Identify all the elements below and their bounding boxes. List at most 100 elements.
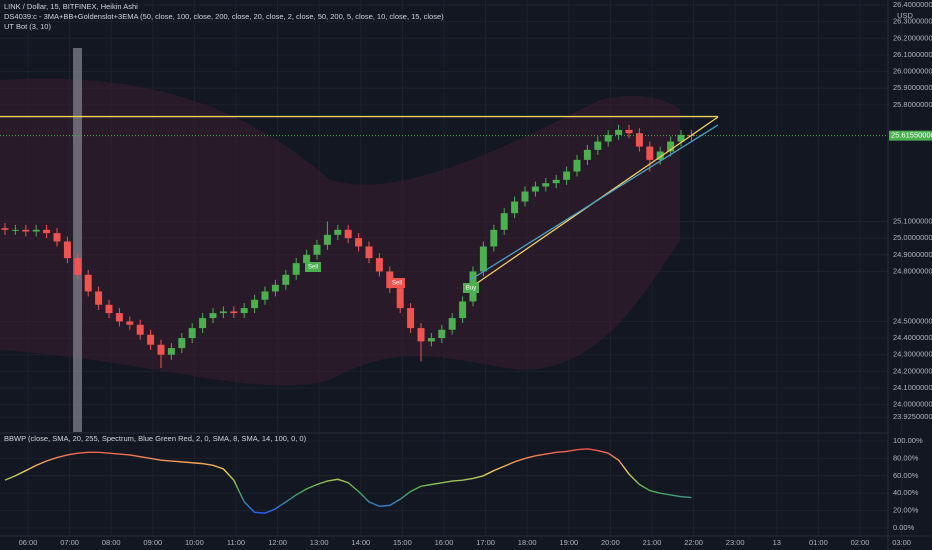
indicator-legend: UT Bot (3, 10) — [4, 22, 51, 31]
candle-body — [32, 229, 40, 232]
x-tick-label: 08:00 — [102, 538, 121, 547]
signal-label: Buy — [466, 286, 476, 292]
candle-body — [188, 328, 196, 339]
candle-body — [427, 338, 435, 342]
candles — [0, 115, 718, 369]
candle-body — [63, 241, 71, 259]
x-tick-label: 02:00 — [851, 538, 870, 547]
y-tick-label: 0.00% — [893, 523, 915, 532]
y-tick-label: 60.00% — [893, 471, 919, 480]
candle-body — [115, 313, 123, 322]
trend-line — [469, 124, 719, 281]
indicator-legend: BBWP (close, SMA, 20, 255, Spectrum, Blu… — [4, 434, 307, 443]
candle-body — [365, 246, 373, 259]
candle-body — [334, 229, 342, 235]
candle-body — [459, 301, 467, 319]
candle-body — [313, 244, 321, 255]
candle-body — [230, 311, 238, 314]
candle-body — [282, 274, 290, 285]
candle-body — [531, 186, 539, 192]
x-tick-label: 13 — [773, 538, 781, 547]
candle-body — [646, 146, 654, 160]
candle-body — [157, 344, 165, 355]
x-tick-label: 19:00 — [559, 538, 578, 547]
symbol-title: LINK / Dollar, 15, BITFINEX, Heikin Ashi — [4, 2, 138, 11]
candle-body — [136, 324, 144, 335]
candle-body — [199, 318, 207, 329]
candle-body — [126, 321, 134, 325]
x-tick-label: 23:00 — [726, 538, 745, 547]
x-tick-label: 09:00 — [143, 538, 162, 547]
session-marker — [73, 48, 82, 432]
candle-body — [95, 291, 103, 305]
candle-body — [583, 149, 591, 160]
y-tick-label: 24.30000000 — [893, 350, 932, 359]
y-tick-label: 25.00000000 — [893, 233, 932, 242]
signal-box — [389, 278, 405, 288]
candle-body — [209, 313, 217, 319]
x-tick-label: 10:00 — [185, 538, 204, 547]
candle-body — [53, 233, 61, 242]
y-tick-label: 20.00% — [893, 506, 919, 515]
candle-body — [438, 329, 446, 339]
candle-body — [521, 191, 529, 202]
signal-box — [463, 283, 479, 293]
x-tick-label: 12:00 — [268, 538, 287, 547]
candle-body — [344, 229, 352, 239]
signal-box — [305, 262, 321, 272]
y-tick-label: 26.30000000 — [893, 17, 932, 26]
candle-body — [292, 263, 300, 275]
candle-body — [22, 229, 30, 232]
candle-body — [615, 129, 623, 135]
candle-body — [240, 308, 248, 314]
y-tick-label: 26.00000000 — [893, 67, 932, 76]
candle-body — [323, 234, 331, 245]
y-tick-label: 80.00% — [893, 453, 919, 462]
x-tick-label: 20:00 — [601, 538, 620, 547]
x-tick-label: 01:00 — [809, 538, 828, 547]
candle-body — [511, 201, 519, 214]
bbwp-line — [4, 448, 692, 514]
candle-body — [1, 228, 9, 230]
candle-body — [625, 129, 633, 134]
x-tick-label: 06:00 — [19, 538, 38, 547]
y-tick-label: 24.90000000 — [893, 250, 932, 259]
candle-body — [417, 328, 425, 342]
candle-body — [271, 284, 279, 292]
x-tick-label: 22:00 — [684, 538, 703, 547]
candle-body — [261, 291, 269, 300]
x-tick-label: 15:00 — [393, 538, 412, 547]
candle-body — [563, 171, 571, 180]
y-tick-label: 26.40000000 — [893, 0, 932, 9]
candle-body — [84, 274, 92, 292]
y-tick-label: 24.40000000 — [893, 333, 932, 342]
candle-body — [552, 179, 560, 184]
candle-body — [74, 258, 82, 275]
y-tick-label: 25.80000000 — [893, 100, 932, 109]
y-tick-label: 26.20000000 — [893, 33, 932, 42]
last-price-label: 25.61550000 — [891, 131, 932, 140]
candle-body — [355, 238, 363, 247]
candle-body — [178, 338, 186, 349]
x-tick-label: 13:00 — [310, 538, 329, 547]
candle-body — [667, 141, 675, 152]
indicator-legend: DS4039:c - 3MA+BB+Goldenslot+3EMA (50, c… — [4, 12, 444, 21]
y-tick-label: 24.20000000 — [893, 366, 932, 375]
candle-body — [479, 246, 487, 272]
last-price-box — [889, 130, 932, 141]
candle-body — [147, 334, 155, 345]
y-tick-label: 24.50000000 — [893, 316, 932, 325]
x-tick-label: 18:00 — [518, 538, 537, 547]
x-tick-label: 21:00 — [643, 538, 662, 547]
candle-body — [490, 229, 498, 247]
signal-label: Sell — [392, 281, 402, 287]
candle-body — [604, 134, 612, 142]
y-tick-label: 25.90000000 — [893, 83, 932, 92]
x-tick-label: 03:00 — [892, 538, 911, 547]
x-tick-label: 11:00 — [227, 538, 245, 547]
x-tick-label: 17:00 — [476, 538, 495, 547]
candle-body — [303, 254, 311, 264]
candle-body — [448, 318, 456, 330]
candle-body — [43, 229, 51, 234]
candle-body — [656, 151, 664, 160]
